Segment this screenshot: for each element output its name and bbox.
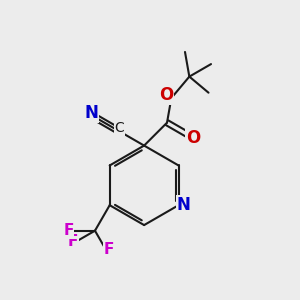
Text: F: F: [104, 242, 114, 257]
Text: O: O: [159, 86, 173, 104]
Text: C: C: [115, 121, 124, 135]
Text: F: F: [63, 223, 74, 238]
Text: F: F: [68, 234, 78, 249]
Text: N: N: [85, 104, 99, 122]
Text: O: O: [186, 129, 200, 147]
Text: N: N: [177, 196, 191, 214]
